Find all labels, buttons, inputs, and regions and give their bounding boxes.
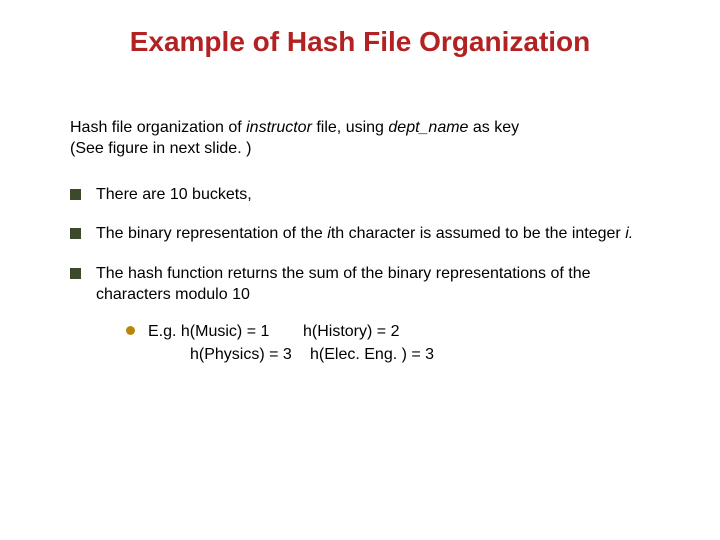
eg-line1a: E.g. h(Music) = 1 [148,320,303,343]
bullet-2-pre: The binary representation of the [96,225,327,242]
intro-prefix: Hash file organization of [70,119,246,136]
bullet-2-i2: i. [625,225,633,242]
slide-body: Example of Hash File Organization Hash f… [0,0,720,404]
bullet-2: The binary representation of the ith cha… [70,223,660,245]
bullet-3: The hash function returns the sum of the… [70,263,660,367]
eg-line2a: h(Physics) = 3 [190,343,310,366]
bullet-1: There are 10 buckets, [70,184,660,206]
eg-line2-wrap: h(Physics) = 3h(Elec. Eng. ) = 3 [148,343,660,366]
eg-line2b: h(Elec. Eng. ) = 3 [310,343,434,366]
main-bullet-list: There are 10 buckets, The binary represe… [60,184,660,367]
intro-paragraph: Hash file organization of instructor fil… [60,118,660,160]
sub-bullet-list: E.g. h(Music) = 1h(History) = 2 h(Physic… [96,320,660,366]
bullet-3-text: The hash function returns the sum of the… [96,265,591,304]
bullet-1-text: There are 10 buckets, [96,186,252,203]
intro-line2: (See figure in next slide. ) [70,140,251,157]
bullet-2-mid: th character is assumed to be the intege… [331,225,625,242]
example-bullet: E.g. h(Music) = 1h(History) = 2 h(Physic… [126,320,660,366]
intro-suffix: as key [468,119,519,136]
intro-key-italic: dept_name [388,119,468,136]
eg-line1b: h(History) = 2 [303,320,399,343]
intro-file-italic: instructor [246,119,312,136]
slide-title: Example of Hash File Organization [60,26,660,58]
intro-mid: file, using [312,119,388,136]
